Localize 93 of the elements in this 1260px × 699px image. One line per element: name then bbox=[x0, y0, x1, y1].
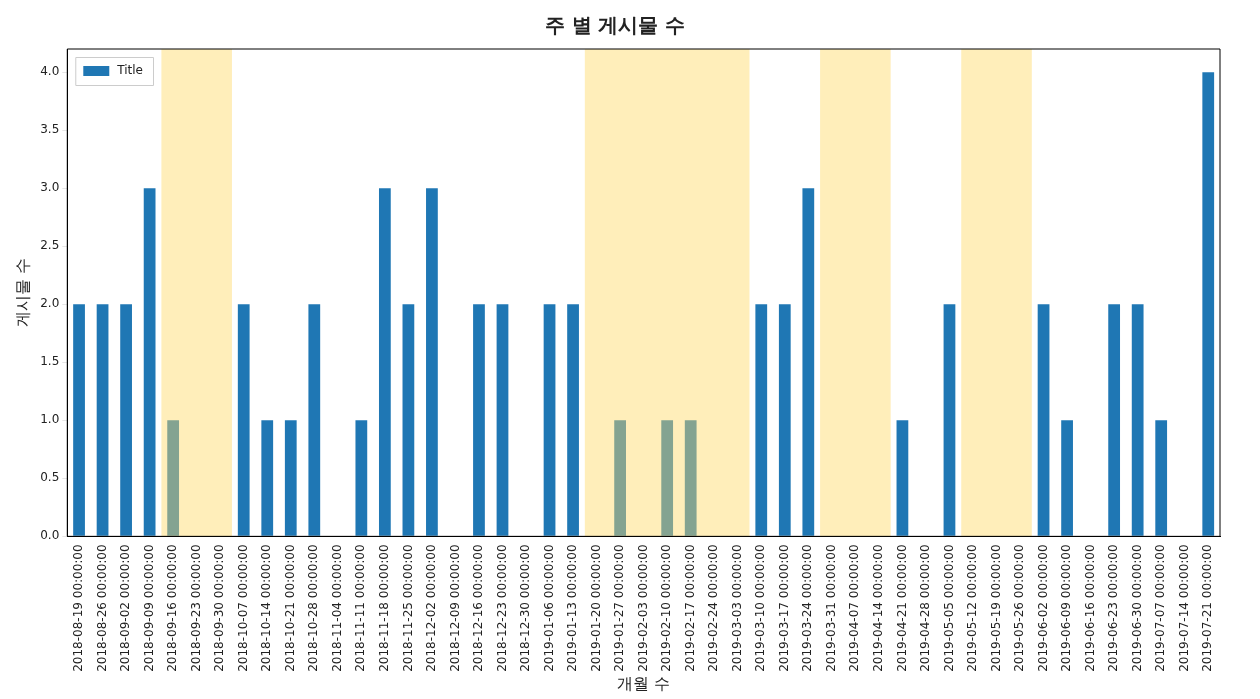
x-tick-label: 2019-05-26 00:00:00 bbox=[1012, 544, 1027, 672]
bar bbox=[120, 304, 132, 536]
y-tick-label: 1.5 bbox=[40, 354, 60, 369]
x-tick-label: 2019-04-14 00:00:00 bbox=[871, 544, 886, 672]
bar bbox=[1131, 304, 1144, 536]
bar bbox=[778, 304, 791, 536]
x-tick-label: 2018-12-30 00:00:00 bbox=[518, 544, 533, 672]
x-tick-label: 2018-09-23 00:00:00 bbox=[188, 544, 203, 672]
x-tick-label: 2019-01-06 00:00:00 bbox=[541, 544, 556, 672]
x-tick-label: 2018-12-23 00:00:00 bbox=[494, 544, 509, 672]
bar bbox=[426, 188, 438, 536]
bar bbox=[1155, 420, 1168, 536]
x-tick-label: 2018-11-18 00:00:00 bbox=[376, 544, 391, 672]
x-tick-label: 2018-12-09 00:00:00 bbox=[447, 544, 462, 672]
y-tick-label: 1.0 bbox=[40, 412, 60, 427]
x-tick-label: 2019-03-03 00:00:00 bbox=[729, 544, 744, 672]
bar bbox=[167, 420, 180, 536]
x-tick-label: 2019-06-30 00:00:00 bbox=[1129, 544, 1144, 672]
x-tick-label: 2019-06-02 00:00:00 bbox=[1035, 544, 1050, 672]
bar bbox=[496, 304, 509, 536]
bar bbox=[284, 420, 297, 536]
x-tick-label: 2019-03-17 00:00:00 bbox=[776, 544, 791, 672]
bar bbox=[1037, 304, 1050, 536]
x-tick-label: 2018-08-19 00:00:00 bbox=[71, 544, 86, 672]
x-tick-label: 2019-02-17 00:00:00 bbox=[682, 544, 697, 672]
bar bbox=[237, 304, 250, 536]
x-tick-label: 2019-07-14 00:00:00 bbox=[1176, 544, 1191, 672]
x-tick-label: 2019-05-19 00:00:00 bbox=[988, 544, 1003, 672]
x-tick-label: 2019-06-09 00:00:00 bbox=[1059, 544, 1074, 672]
bar bbox=[755, 304, 768, 536]
chart-title: 주 별 게시물 수 bbox=[544, 13, 686, 38]
x-tick-label: 2019-02-03 00:00:00 bbox=[635, 544, 650, 672]
x-tick-label: 2018-11-11 00:00:00 bbox=[353, 544, 368, 672]
bar bbox=[661, 420, 674, 536]
bar bbox=[896, 420, 909, 536]
bar bbox=[473, 304, 485, 536]
x-tick-label: 2018-11-04 00:00:00 bbox=[329, 544, 344, 672]
x-tick-label: 2019-01-13 00:00:00 bbox=[565, 544, 580, 672]
y-tick-label: 0.5 bbox=[40, 470, 60, 485]
x-tick-label: 2018-12-02 00:00:00 bbox=[424, 544, 439, 672]
x-tick-label: 2018-09-16 00:00:00 bbox=[165, 544, 180, 672]
bar bbox=[684, 420, 697, 536]
bar bbox=[1108, 304, 1121, 536]
bar bbox=[943, 304, 956, 536]
x-tick-label: 2019-03-24 00:00:00 bbox=[800, 544, 815, 672]
bar bbox=[378, 188, 391, 536]
x-tick-label: 2019-04-21 00:00:00 bbox=[894, 544, 909, 672]
x-tick-label: 2019-02-10 00:00:00 bbox=[659, 544, 674, 672]
bar bbox=[96, 304, 109, 536]
x-tick-label: 2018-11-25 00:00:00 bbox=[400, 544, 415, 672]
x-tick-label: 2019-04-07 00:00:00 bbox=[847, 544, 862, 672]
y-tick-label: 0.0 bbox=[40, 528, 60, 543]
x-axis-title: 개월 수 bbox=[617, 673, 671, 693]
bar bbox=[802, 188, 815, 536]
y-tick-label: 3.5 bbox=[40, 122, 60, 137]
x-tick-label: 2018-09-09 00:00:00 bbox=[141, 544, 156, 672]
x-tick-label: 2019-07-07 00:00:00 bbox=[1153, 544, 1168, 672]
y-axis-title: 게시물 수 bbox=[12, 258, 32, 328]
y-tick-label: 2.5 bbox=[40, 238, 60, 253]
bar bbox=[567, 304, 579, 536]
x-tick-label: 2018-10-21 00:00:00 bbox=[282, 544, 297, 672]
bar bbox=[143, 188, 156, 536]
x-tick-label: 2019-03-10 00:00:00 bbox=[753, 544, 768, 672]
legend-label: Title bbox=[116, 63, 143, 78]
x-tick-label: 2019-04-28 00:00:00 bbox=[918, 544, 933, 672]
x-tick-label: 2019-02-24 00:00:00 bbox=[706, 544, 721, 672]
x-tick-label: 2018-09-02 00:00:00 bbox=[118, 544, 133, 672]
y-tick-label: 2.0 bbox=[40, 296, 60, 311]
bar bbox=[402, 304, 415, 536]
x-tick-label: 2019-05-05 00:00:00 bbox=[941, 544, 956, 672]
bar bbox=[1202, 72, 1215, 536]
y-tick-label: 3.0 bbox=[40, 180, 60, 195]
bar bbox=[261, 420, 274, 536]
x-tick-label: 2019-01-27 00:00:00 bbox=[612, 544, 627, 672]
x-tick-label: 2018-10-28 00:00:00 bbox=[306, 544, 321, 672]
x-tick-label: 2018-10-14 00:00:00 bbox=[259, 544, 274, 672]
x-tick-label: 2019-06-23 00:00:00 bbox=[1106, 544, 1121, 672]
x-tick-label: 2019-05-12 00:00:00 bbox=[965, 544, 980, 672]
bar bbox=[73, 304, 85, 536]
bar bbox=[355, 420, 368, 536]
x-tick-label: 2019-01-20 00:00:00 bbox=[588, 544, 603, 672]
bar bbox=[1061, 420, 1073, 536]
y-tick-label: 4.0 bbox=[40, 64, 60, 79]
bar bbox=[308, 304, 321, 536]
bar bbox=[543, 304, 556, 536]
x-tick-label: 2018-10-07 00:00:00 bbox=[235, 544, 250, 672]
x-tick-label: 2019-03-31 00:00:00 bbox=[823, 544, 838, 672]
x-tick-label: 2018-09-30 00:00:00 bbox=[212, 544, 227, 672]
x-tick-label: 2018-12-16 00:00:00 bbox=[471, 544, 486, 672]
bar bbox=[614, 420, 626, 536]
x-tick-label: 2018-08-26 00:00:00 bbox=[94, 544, 109, 672]
x-tick-label: 2019-06-16 00:00:00 bbox=[1082, 544, 1097, 672]
x-tick-label: 2019-07-21 00:00:00 bbox=[1200, 544, 1215, 672]
